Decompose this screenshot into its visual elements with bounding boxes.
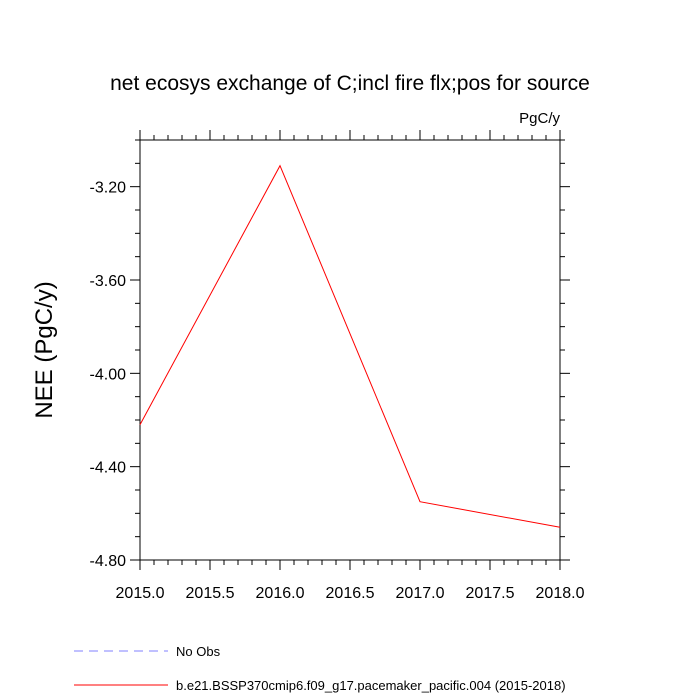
x-tick-label: 2017.5 bbox=[466, 585, 515, 602]
units-label: PgC/y bbox=[519, 110, 560, 127]
y-tick-label: -3.60 bbox=[90, 273, 127, 290]
series-lines bbox=[139, 164, 561, 528]
axis-ticks bbox=[130, 130, 570, 570]
x-tick-label: 2017.0 bbox=[396, 585, 445, 602]
y-tick-label: -4.00 bbox=[90, 366, 127, 383]
y-axis-label: NEE (PgC/y) bbox=[31, 281, 58, 418]
plot-frame bbox=[139, 139, 561, 561]
x-tick-label: 2016.0 bbox=[256, 585, 305, 602]
legend: No Obs b.e21.BSSP370cmip6.f09_g17.pacemak… bbox=[74, 644, 566, 693]
legend-label: No Obs bbox=[176, 644, 221, 659]
legend-label: b.e21.BSSP370cmip6.f09_g17.pacemaker_pac… bbox=[176, 678, 566, 693]
x-tick-label: 2018.0 bbox=[536, 585, 585, 602]
x-tick-label: 2015.5 bbox=[186, 585, 235, 602]
chart-title: net ecosys exchange of C;incl fire flx;p… bbox=[110, 72, 590, 95]
y-tick-label: -4.40 bbox=[90, 460, 127, 477]
series-line bbox=[139, 164, 561, 528]
x-tick-label: 2015.0 bbox=[116, 585, 165, 602]
x-tick-label: 2016.5 bbox=[326, 585, 375, 602]
y-tick-label: -3.20 bbox=[90, 180, 127, 197]
tick-labels: -4.80 -4.40 -4.00 -3.60 -3.20 2015.0 2015.5 201… bbox=[90, 180, 585, 602]
y-tick-label: -4.80 bbox=[90, 553, 127, 570]
